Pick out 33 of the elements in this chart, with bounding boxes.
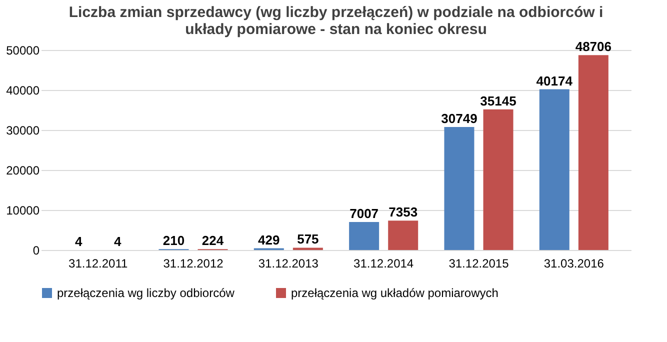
bar	[444, 127, 474, 250]
y-tick-label: 40000	[6, 84, 40, 98]
data-label: 429	[258, 232, 280, 248]
bar	[388, 220, 418, 250]
data-label: 7353	[388, 204, 418, 220]
data-label: 35145	[480, 93, 516, 108]
x-tick-label: 31.12.2011	[68, 256, 128, 270]
y-tick-label: 0	[32, 244, 40, 258]
x-tick-label: 31.12.2013	[258, 256, 319, 270]
bar	[483, 109, 514, 250]
x-tick-label: 31.03.2016	[544, 256, 604, 270]
data-label: 224	[202, 233, 224, 248]
data-label: 4	[114, 234, 122, 249]
data-label: 40174	[536, 73, 574, 88]
chart-title: Liczba zmian sprzedawcy (wg liczby przełączeń) w podziale na odbiorców i układy pomiarowe - stan na koniec okresu	[68, 4, 604, 38]
x-tick-label: 31.12.2015	[448, 256, 510, 270]
bar	[349, 222, 380, 250]
data-label: 30749	[441, 111, 478, 126]
data-label: 4	[74, 234, 83, 249]
y-tick-label: 20000	[6, 164, 40, 178]
legend-label: przełączenia wg liczby odbiorców	[57, 286, 235, 300]
legend-label: przełączenia wg układów pomiarowych	[291, 286, 498, 300]
data-label: 575	[297, 232, 319, 247]
bar	[539, 89, 570, 250]
data-label: 48706	[575, 39, 612, 54]
data-label: 210	[162, 233, 185, 248]
bar	[578, 55, 608, 250]
y-tick-label: 50000	[6, 44, 40, 58]
data-label: 7007	[350, 206, 379, 221]
x-tick-label: 31.12.2014	[354, 256, 414, 270]
x-tick-label: 31.12.2012	[163, 256, 224, 270]
y-tick-label: 30000	[6, 124, 40, 138]
y-tick-label: 10000	[6, 204, 40, 218]
